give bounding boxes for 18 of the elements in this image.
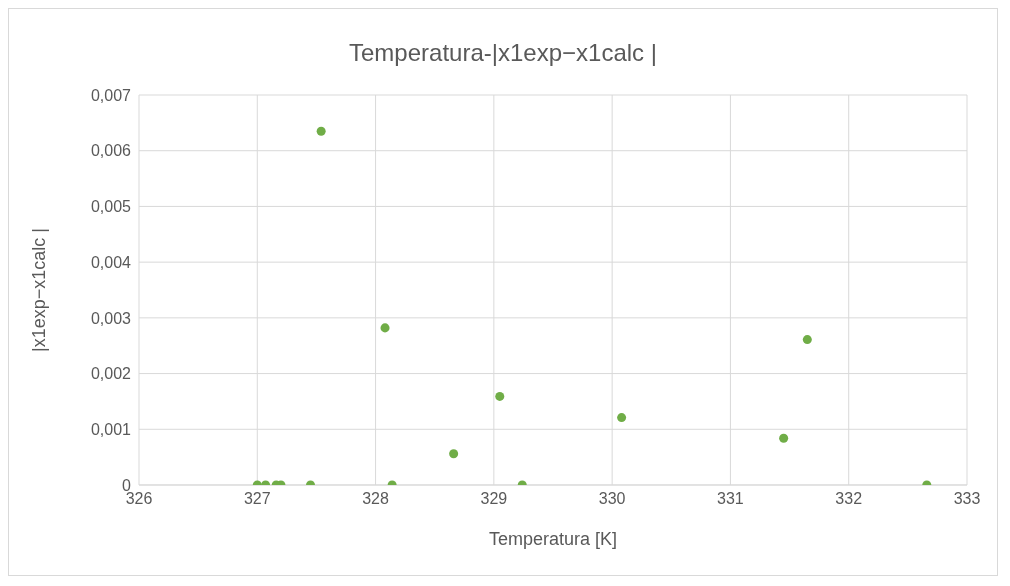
- x-tick-label: 333: [953, 490, 981, 508]
- x-tick-label: 328: [362, 490, 390, 508]
- x-tick-label: 326: [125, 490, 153, 508]
- chart-title: Temperatura-|x1exp−x1calc |: [348, 39, 658, 68]
- x-tick-label: 327: [243, 490, 271, 508]
- y-tick-label: 0,007: [90, 86, 132, 104]
- y-axis-title: |x1exp−x1calc |: [29, 228, 50, 352]
- y-tick-label: 0,003: [90, 309, 132, 327]
- x-tick-label: 331: [717, 490, 744, 508]
- y-tick-label: 0,006: [90, 142, 132, 160]
- y-tick-label: 0,001: [90, 420, 132, 438]
- x-tick-label: 332: [835, 490, 863, 508]
- x-tick-label: 330: [598, 490, 626, 508]
- x-axis-title: Temperatura [K]: [488, 529, 618, 549]
- y-tick-label: 0,004: [90, 253, 132, 271]
- x-tick-label: 329: [480, 490, 508, 508]
- y-tick-label: 0,002: [90, 365, 132, 383]
- y-tick-label: 0,005: [90, 198, 132, 216]
